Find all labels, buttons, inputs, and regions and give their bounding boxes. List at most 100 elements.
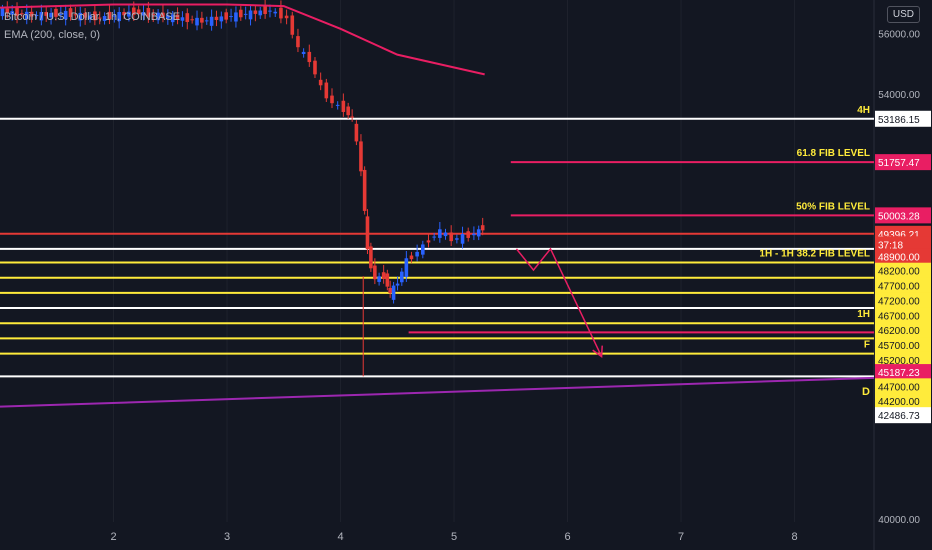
candle-body (359, 141, 363, 172)
candle-body (318, 79, 323, 86)
candle-body (421, 244, 425, 255)
level-label: 50% FIB LEVEL (796, 201, 870, 212)
price-badge (875, 262, 931, 279)
candle-body (400, 271, 404, 283)
candle-body (24, 11, 29, 20)
price-badge-label: 45187.23 (878, 368, 920, 379)
projection-arrowhead (592, 345, 603, 359)
x-tick-label: 7 (678, 531, 684, 543)
candle-body (296, 36, 300, 48)
candle-body (204, 20, 209, 22)
candle-body (307, 51, 312, 63)
price-badge-label: 44200.00 (878, 397, 920, 408)
x-tick-label: 4 (337, 531, 343, 543)
price-badge-label: 47200.00 (878, 296, 920, 307)
price-badge (875, 236, 931, 253)
candle-body (5, 8, 10, 14)
candle-body (136, 9, 141, 15)
candle-body (346, 106, 350, 116)
x-tick-label: 6 (564, 531, 570, 543)
candle-body (214, 16, 219, 21)
price-badge (875, 337, 931, 354)
y-tick-label: 56000.00 (878, 29, 920, 40)
candle-body (369, 246, 373, 269)
price-badge (875, 207, 931, 224)
candle-body (238, 9, 243, 18)
candle-body (180, 17, 185, 21)
projection-arrow (515, 247, 603, 357)
candle-body (59, 13, 63, 15)
price-badge-label: 45700.00 (878, 341, 920, 352)
symbol-title[interactable]: Bitcoin / U.S. Dollar, 1h, COINBASE (4, 11, 181, 23)
candle-body (415, 251, 419, 257)
candle-body (409, 255, 414, 260)
level-label: 4H (857, 105, 870, 116)
candle-body (268, 10, 272, 12)
legend: Bitcoin / U.S. Dollar, 1h, COINBASE EMA … (4, 8, 180, 44)
candle-body (449, 232, 453, 242)
price-badge-label: 46200.00 (878, 326, 920, 337)
candle-body (373, 265, 377, 280)
candle-body (229, 16, 233, 18)
candle-body (54, 8, 58, 17)
level-label: 1H (857, 309, 870, 320)
candle-body (313, 60, 317, 75)
price-badge (875, 322, 931, 339)
price-badge (875, 307, 931, 324)
candle-body (73, 14, 78, 16)
candle-body (112, 15, 117, 17)
candle-body (335, 104, 340, 106)
price-badge (875, 378, 931, 395)
candle-body (44, 12, 49, 16)
candle-body (234, 12, 238, 22)
ema-indicator-label[interactable]: EMA (200, close, 0) (4, 29, 100, 41)
candle-body (146, 7, 151, 17)
price-badge-label: 42486.73 (878, 411, 920, 422)
candle-body (455, 238, 459, 240)
candle-body (166, 15, 170, 19)
price-badge-label: 48200.00 (878, 267, 920, 278)
candle-body (102, 15, 107, 21)
candle-body (330, 95, 334, 104)
candle-body (107, 11, 112, 20)
candle-body (476, 229, 481, 237)
time-axis (0, 522, 932, 550)
y-tick-label: 40000.00 (878, 515, 920, 526)
candle-body (88, 15, 92, 19)
candle-body (151, 14, 156, 16)
candle-body (131, 7, 136, 15)
candle-body (324, 82, 329, 99)
candle-body (279, 7, 283, 19)
price-badge (875, 351, 931, 368)
candle-body (385, 273, 390, 287)
candle-body (253, 10, 258, 14)
candle-body (224, 12, 229, 20)
candle-body (365, 216, 370, 250)
candle-body (39, 12, 44, 21)
candle-body (190, 19, 194, 21)
candle-body (141, 12, 146, 16)
price-badge-label: 45200.00 (878, 356, 920, 367)
candle-body (248, 10, 253, 20)
candle-body (273, 11, 278, 14)
ema-line (0, 3, 485, 76)
candle-body (83, 12, 87, 18)
candle-body (290, 15, 295, 35)
candle-body (362, 169, 367, 211)
price-badge (875, 364, 931, 381)
price-badge-label: 47700.00 (878, 282, 920, 293)
candle-body (97, 17, 102, 19)
candle-body (0, 8, 5, 17)
candle-body (29, 11, 34, 17)
candle-body (78, 12, 83, 21)
price-badge-label: 51757.47 (878, 158, 920, 169)
candle-body (49, 12, 53, 18)
candle-body (15, 7, 19, 16)
level-label: F (864, 340, 870, 351)
currency-button[interactable]: USD (886, 6, 920, 23)
candle-body (480, 225, 485, 231)
candle-body (93, 11, 97, 21)
candle-body (63, 10, 68, 20)
